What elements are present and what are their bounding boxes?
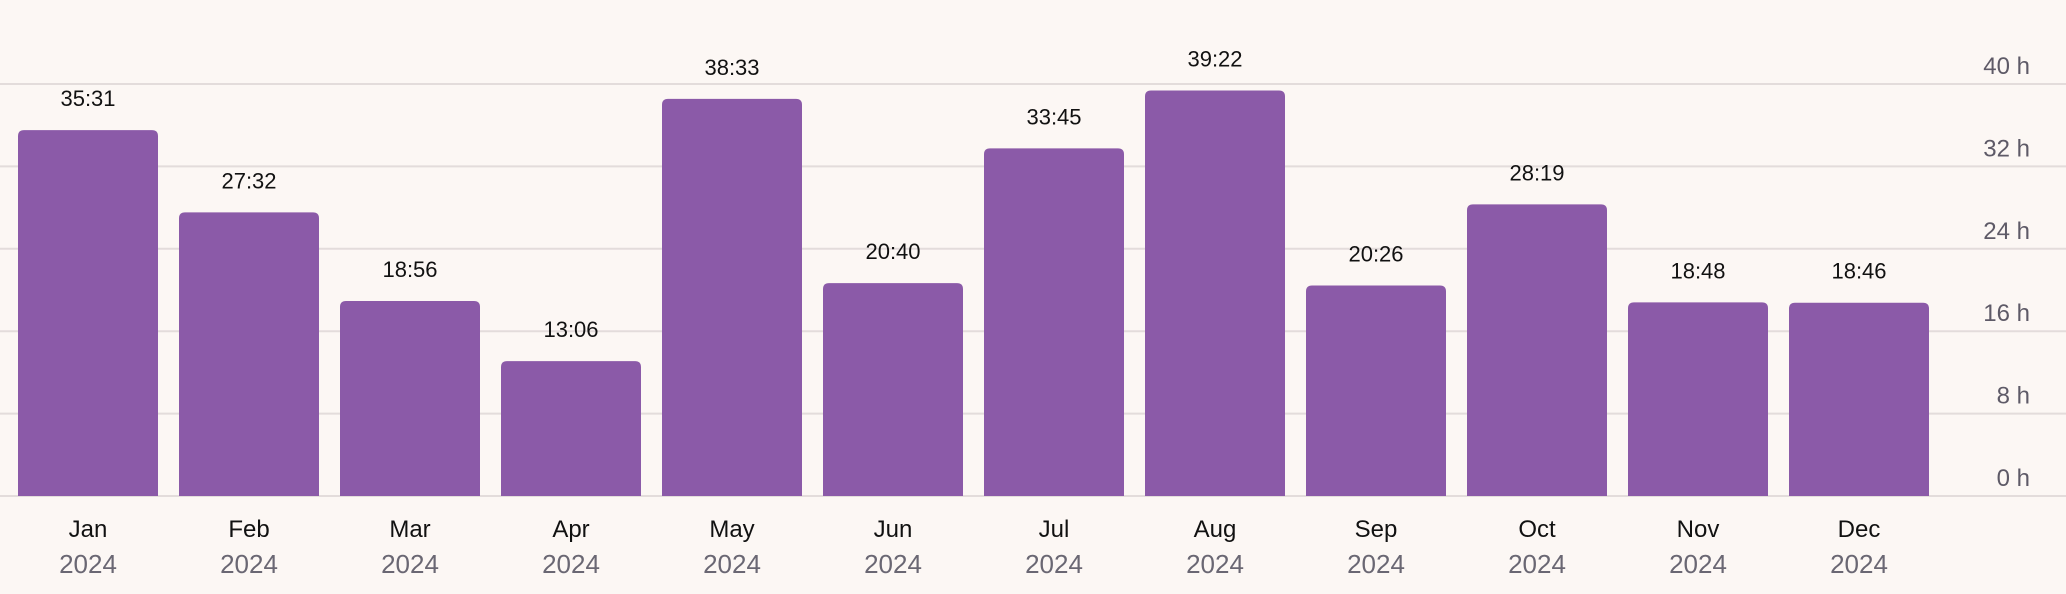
y-tick-label: 24 h xyxy=(1983,218,2030,245)
bar-value-label: 38:33 xyxy=(704,55,759,80)
x-tick-label-month: Apr xyxy=(552,516,589,543)
x-tick-label-month: Mar xyxy=(389,516,430,543)
bar-value-label: 35:31 xyxy=(60,86,115,111)
x-tick-label-year: 2024 xyxy=(1830,549,1888,579)
x-tick-label-year: 2024 xyxy=(864,549,922,579)
bar-value-label: 20:26 xyxy=(1348,242,1403,267)
bar-value-label: 13:06 xyxy=(543,317,598,342)
x-tick-label-year: 2024 xyxy=(1025,549,1083,579)
bar-value-label: 18:56 xyxy=(382,257,437,282)
bar-value-label: 33:45 xyxy=(1026,104,1081,129)
bar-value-label: 27:32 xyxy=(221,168,276,193)
bar-value-label: 18:48 xyxy=(1670,258,1725,283)
y-tick-label: 40 h xyxy=(1983,53,2030,80)
bar[interactable] xyxy=(18,130,158,497)
bar-value-label: 39:22 xyxy=(1187,47,1242,72)
x-tick-label-year: 2024 xyxy=(59,549,117,579)
y-tick-label: 8 h xyxy=(1997,383,2030,410)
x-tick-label-month: May xyxy=(709,516,754,543)
x-tick-label-month: Jan xyxy=(69,516,108,543)
bar-value-label: 18:46 xyxy=(1831,259,1886,284)
bar[interactable] xyxy=(1145,90,1285,497)
x-tick-label-year: 2024 xyxy=(1347,549,1405,579)
bar[interactable] xyxy=(340,300,480,496)
x-tick-label-year: 2024 xyxy=(542,549,600,579)
x-tick-label-month: Feb xyxy=(228,516,269,543)
bar-value-label: 20:40 xyxy=(865,239,920,264)
x-tick-label-month: Jun xyxy=(874,516,913,543)
x-tick-label-month: Sep xyxy=(1355,516,1398,543)
x-tick-label-year: 2024 xyxy=(220,549,278,579)
y-axis: 0 h 8 h 16 h 24 h 32 h 40 h xyxy=(1983,53,2030,492)
x-tick-label-year: 2024 xyxy=(1508,549,1566,579)
y-tick-label: 32 h xyxy=(1983,135,2030,162)
x-tick-label-month: Nov xyxy=(1677,516,1720,543)
bar[interactable] xyxy=(179,212,319,496)
x-tick-label-month: Oct xyxy=(1518,516,1556,543)
x-axis: Jan 2024 Feb 2024 Mar 2024 Apr 2024 May 2024 Jun 20… xyxy=(59,516,1888,579)
bar-value-label: 28:19 xyxy=(1509,160,1564,185)
bars xyxy=(18,90,1929,497)
bar[interactable] xyxy=(662,98,802,496)
x-tick-label-year: 2024 xyxy=(381,549,439,579)
x-tick-label-month: Jul xyxy=(1039,516,1070,543)
bar[interactable] xyxy=(1467,204,1607,496)
x-tick-label-year: 2024 xyxy=(1186,549,1244,579)
bar[interactable] xyxy=(501,361,641,496)
data-labels: 35:31 27:32 18:56 13:06 38:33 20:40 33:45 39:22… xyxy=(60,47,1886,343)
bar[interactable] xyxy=(823,283,963,496)
bar[interactable] xyxy=(1628,302,1768,496)
bar[interactable] xyxy=(984,148,1124,496)
y-tick-label: 0 h xyxy=(1997,465,2030,492)
y-tick-label: 16 h xyxy=(1983,300,2030,327)
x-tick-label-month: Aug xyxy=(1194,516,1237,543)
x-tick-label-year: 2024 xyxy=(1669,549,1727,579)
bar[interactable] xyxy=(1789,302,1929,496)
x-tick-label-month: Dec xyxy=(1838,516,1881,543)
x-tick-label-year: 2024 xyxy=(703,549,761,579)
bar[interactable] xyxy=(1306,285,1446,496)
